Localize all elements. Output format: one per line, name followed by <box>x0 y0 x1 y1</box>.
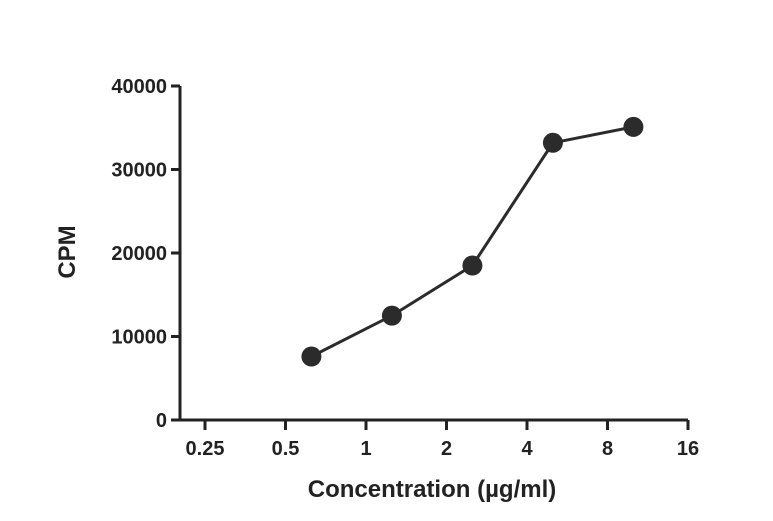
data-point <box>462 255 483 276</box>
series-layer <box>301 116 644 367</box>
x-tick-label: 4 <box>521 438 533 460</box>
x-ticks: 0.25 0.5 1 2 4 8 16 <box>186 420 699 460</box>
x-axis-title: Concentration (µg/ml) <box>308 476 556 503</box>
series-line <box>310 125 634 358</box>
x-tick-label: 0.5 <box>272 438 300 460</box>
data-point <box>542 132 563 153</box>
x-tick-label: 2 <box>441 438 452 460</box>
data-point <box>301 346 322 367</box>
x-tick-label: 0.25 <box>186 438 225 460</box>
y-tick-label: 40000 <box>111 76 167 98</box>
x-tick-label: 1 <box>360 438 371 460</box>
y-axis-title: CPM <box>54 225 81 278</box>
x-tick-label: 16 <box>677 438 699 460</box>
y-ticks: 0 10000 20000 30000 40000 <box>111 76 180 432</box>
x-tick-label: 8 <box>602 438 613 460</box>
axes <box>178 86 688 422</box>
y-tick-label: 30000 <box>111 160 167 182</box>
y-tick-label: 0 <box>156 410 167 432</box>
y-tick-label: 20000 <box>111 243 167 265</box>
data-point <box>623 116 644 137</box>
y-tick-label: 10000 <box>111 327 167 349</box>
data-point <box>381 305 402 326</box>
